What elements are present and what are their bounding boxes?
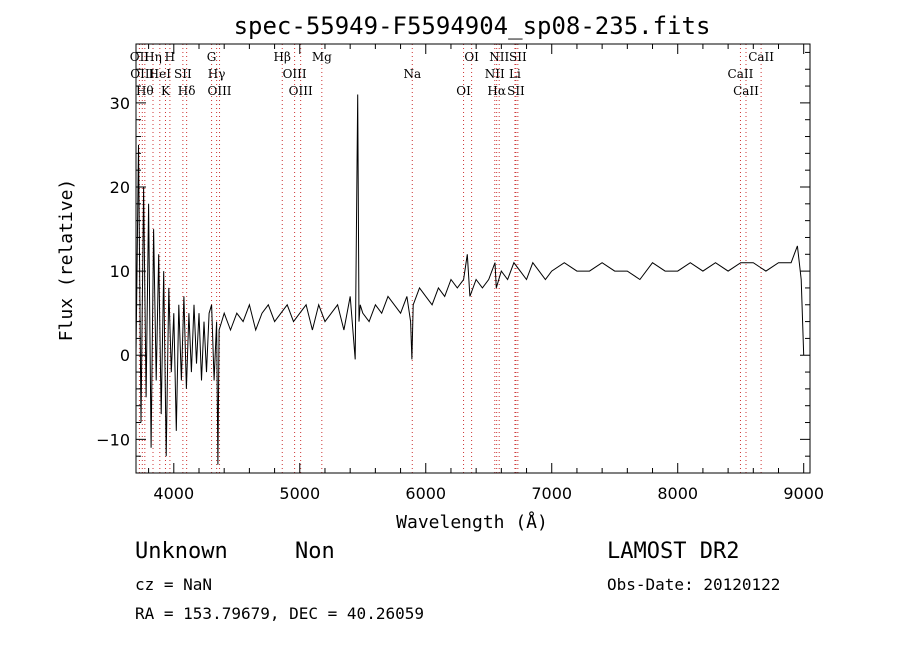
x-tick-label: 4000 [153, 484, 194, 503]
line-label: CaII [748, 50, 774, 64]
y-axis: −10 0 10 20 30 [96, 51, 810, 457]
line-label: OIII [130, 67, 154, 81]
line-labels: OII OIII Hθ Hη HeI K H SII Hδ G Hγ OIII Hβ OIII OIII Mg… [130, 50, 775, 98]
y-tick-label: −10 [96, 430, 130, 449]
y-tick-label: 30 [110, 94, 130, 113]
line-label: Hα [487, 84, 506, 98]
line-label: NII [485, 67, 505, 81]
redshift-value: cz = NaN [135, 575, 213, 594]
spectrum-series [135, 94, 805, 465]
coordinates: RA = 153.79679, DEC = 40.26059 [135, 604, 424, 623]
line-label: Hγ [208, 67, 226, 81]
line-label: HeI [149, 67, 172, 81]
line-label: K [161, 84, 171, 98]
x-tick-label: 7000 [531, 484, 572, 503]
line-label: SII [509, 50, 527, 64]
x-tick-label: 5000 [279, 484, 320, 503]
line-label: G [207, 50, 217, 64]
line-label: Hβ [274, 50, 291, 64]
observation-date: Obs-Date: 20120122 [607, 575, 781, 594]
chart-title: spec-55949-F5594904_sp08-235.fits [234, 12, 711, 40]
line-label: Hδ [178, 84, 196, 98]
x-tick-label: 9000 [783, 484, 824, 503]
line-label: OIII [207, 84, 231, 98]
x-axis-label: Wavelength (Å) [396, 511, 548, 533]
y-tick-label: 10 [110, 262, 130, 281]
x-tick-label: 6000 [405, 484, 446, 503]
line-label: NII [489, 50, 509, 64]
object-subclass: Non [295, 539, 335, 564]
x-tick-label: 8000 [657, 484, 698, 503]
line-label: H [165, 50, 175, 64]
y-tick-label: 20 [110, 178, 130, 197]
line-label: Hη [144, 50, 162, 64]
y-axis-label: Flux (relative) [56, 179, 77, 342]
line-label: Hθ [136, 84, 154, 98]
object-class: Unknown [135, 539, 228, 564]
line-label: OIII [289, 84, 313, 98]
plot-frame [135, 43, 811, 474]
line-label: CaII [728, 67, 754, 81]
survey-name: LAMOST DR2 [607, 539, 740, 564]
line-label: Mg [312, 50, 332, 64]
spectrum-line [135, 94, 805, 465]
line-label: OII [130, 50, 150, 64]
line-label: OIII [283, 67, 307, 81]
line-label: Na [403, 67, 421, 81]
x-axis: 4000 5000 6000 7000 8000 9000 [148, 44, 824, 503]
line-label: OI [464, 50, 479, 64]
line-label: CaII [733, 84, 759, 98]
line-markers [138, 44, 762, 473]
line-label: OI [456, 84, 471, 98]
line-label: SII [507, 84, 525, 98]
line-label: SII [174, 67, 192, 81]
line-label: Li [509, 67, 521, 81]
y-tick-label: 0 [120, 346, 130, 365]
